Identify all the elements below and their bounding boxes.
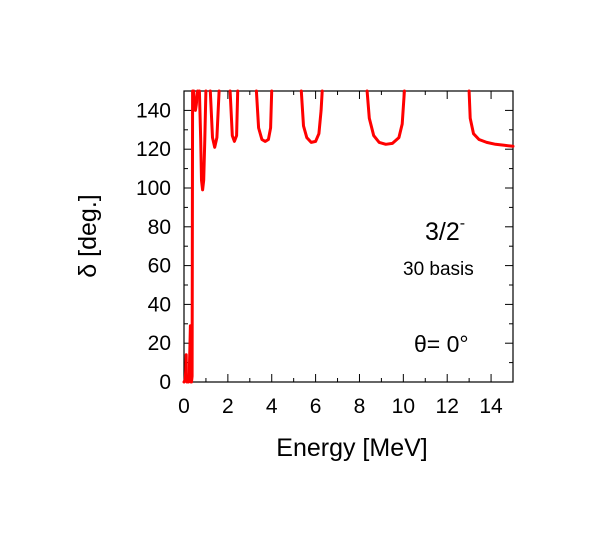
phase-shift-line	[192, 89, 200, 112]
phase-shift-line	[467, 89, 515, 148]
phase-shift-line	[228, 89, 240, 143]
phase-shift-line	[197, 89, 208, 192]
y-tick-label: 20	[148, 332, 171, 355]
phase-shift-line	[182, 353, 189, 384]
x-tick-label: 0	[178, 395, 190, 418]
x-tick-label: 12	[436, 395, 459, 418]
basis-annotation: 30 basis	[403, 259, 474, 280]
axis-ticks	[183, 90, 514, 383]
y-axis-label: δ [deg.]	[74, 194, 102, 277]
series-layer	[182, 89, 515, 384]
x-tick-label: 10	[392, 395, 415, 418]
state-label: 3/2	[425, 218, 460, 246]
phase-shift-line	[254, 89, 274, 143]
y-tick-label: 0	[159, 371, 171, 394]
x-tick-label: 4	[266, 395, 278, 418]
y-tick-label: 80	[148, 216, 171, 239]
x-axis-label: Energy [MeV]	[276, 434, 427, 462]
phase-shift-line	[365, 89, 406, 146]
phase-shift-line	[299, 89, 324, 144]
y-tick-label: 40	[148, 293, 171, 316]
x-tick-label: 14	[479, 395, 503, 418]
x-tick-label: 6	[310, 395, 322, 418]
phase-shift-line	[208, 89, 221, 149]
y-tick-label: 60	[148, 255, 171, 278]
y-tick-label: 100	[136, 177, 171, 200]
y-tick-label: 120	[136, 138, 171, 161]
y-tick-label: 140	[136, 99, 171, 122]
theta-annotation: θ= 0°	[414, 331, 469, 357]
x-tick-label: 8	[354, 395, 366, 418]
x-tick-label: 2	[222, 395, 234, 418]
state-annotation: 3/2-	[425, 215, 465, 246]
phase-shift-line	[186, 89, 195, 384]
plot-frame	[183, 90, 514, 383]
state-superscript: -	[460, 215, 465, 232]
